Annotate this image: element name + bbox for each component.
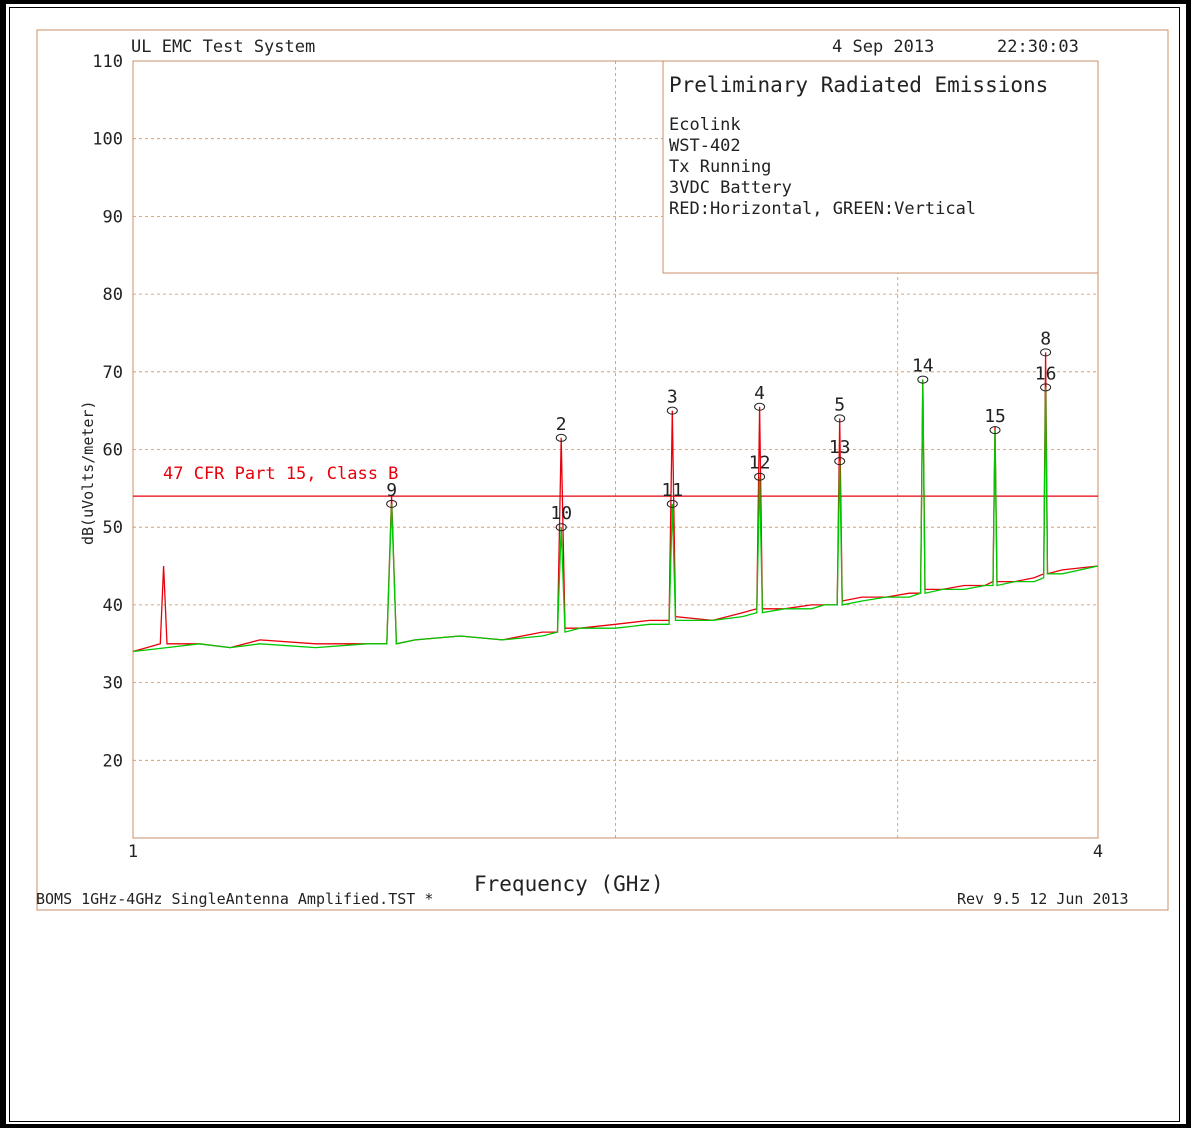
test-date: 4 Sep 2013 <box>832 37 934 57</box>
marker-group: 9 2 10 3 11 4 12 5 13 14 15 8 16 <box>386 328 1057 532</box>
marker-label: 8 <box>1040 328 1051 349</box>
info-line-1: Ecolink <box>669 115 741 135</box>
marker-label: 4 <box>754 383 765 404</box>
series-group <box>132 352 1099 653</box>
marker-label: 11 <box>661 480 683 501</box>
test-time: 22:30:03 <box>997 37 1079 57</box>
marker-point <box>386 499 398 508</box>
marker-label: 16 <box>1035 363 1057 384</box>
marker-label: 12 <box>749 453 771 474</box>
marker-label: 5 <box>834 394 845 415</box>
marker-label: 15 <box>984 406 1006 427</box>
marker-point <box>555 433 567 442</box>
y-tick-label: 30 <box>103 674 123 694</box>
y-tick-label: 70 <box>103 363 123 383</box>
x-tick-label: 1 <box>128 842 138 862</box>
y-tick-label: 20 <box>103 751 123 771</box>
marker-point <box>834 457 846 466</box>
marker-point <box>1040 383 1052 392</box>
marker-label: 13 <box>829 437 851 458</box>
y-tick-label: 60 <box>103 441 123 461</box>
x-tick-label: 4 <box>1093 842 1103 862</box>
info-line-4: 3VDC Battery <box>669 178 792 198</box>
y-tick-label: 40 <box>103 596 123 616</box>
y-tick-label: 80 <box>103 285 123 305</box>
marker-label: 3 <box>667 387 678 408</box>
marker-point <box>666 499 678 508</box>
x-axis-label: Frequency (GHz) <box>474 872 664 896</box>
footer-file: BOMS 1GHz-4GHz SingleAntenna Amplified.T… <box>36 890 433 908</box>
marker-label: 14 <box>912 356 934 377</box>
inner-frame <box>9 7 1180 1122</box>
y-tick-label: 100 <box>92 130 123 150</box>
info-box <box>662 60 1099 274</box>
plot-area-border <box>132 60 1099 839</box>
info-line-3: Tx Running <box>669 157 771 177</box>
info-line-5: RED:Horizontal, GREEN:Vertical <box>669 199 976 219</box>
marker-point <box>1040 348 1052 357</box>
system-title: UL EMC Test System <box>131 37 315 57</box>
y-tick-label: 90 <box>103 207 123 227</box>
marker-point <box>555 523 567 532</box>
y-tick-label: 110 <box>92 52 123 72</box>
marker-point <box>666 406 678 415</box>
series-line-vertical <box>132 379 1099 653</box>
marker-label: 2 <box>556 414 567 435</box>
footer-revision: Rev 9.5 12 Jun 2013 <box>957 890 1129 908</box>
limit-line-group: 47 CFR Part 15, Class B <box>133 464 1098 497</box>
y-tick-labels: 20 30 40 50 60 70 80 90 100 110 <box>92 52 123 771</box>
y-tick-label: 50 <box>103 518 123 538</box>
info-line-2: WST-402 <box>669 136 741 156</box>
marker-label: 10 <box>550 503 572 524</box>
y-axis-label: dB(uVolts/meter) <box>79 401 97 546</box>
info-title: Preliminary Radiated Emissions <box>669 73 1048 97</box>
figure-border <box>36 29 1169 911</box>
limit-label: 47 CFR Part 15, Class B <box>163 464 398 484</box>
marker-point <box>754 472 766 481</box>
marker-point <box>834 414 846 423</box>
marker-point <box>917 375 929 384</box>
marker-point <box>754 402 766 411</box>
marker-label: 9 <box>386 480 397 501</box>
marker-point <box>989 426 1001 435</box>
